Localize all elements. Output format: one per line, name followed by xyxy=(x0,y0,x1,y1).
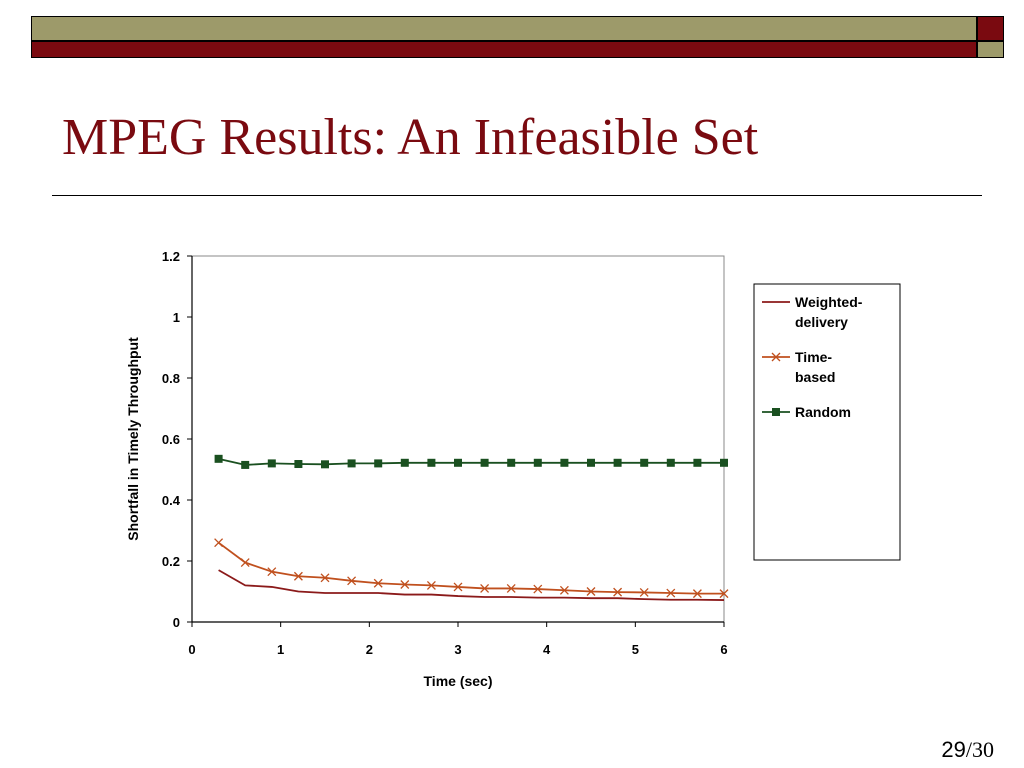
page-number: 29/30 xyxy=(941,737,994,763)
data-point xyxy=(692,589,702,599)
data-point xyxy=(427,458,436,467)
series-line xyxy=(218,541,724,595)
data-point xyxy=(613,587,623,597)
data-point xyxy=(613,458,622,467)
data-point xyxy=(453,582,463,592)
header-bar-olive xyxy=(31,16,977,41)
legend-label: Time-based xyxy=(795,349,835,385)
x-tick-label: 2 xyxy=(366,642,373,657)
data-point xyxy=(720,458,728,467)
data-point xyxy=(480,458,489,467)
series-line xyxy=(218,569,725,601)
data-point xyxy=(347,576,357,586)
legend-marker xyxy=(772,408,780,416)
data-point xyxy=(559,585,569,595)
x-tick-label: 1 xyxy=(277,642,284,657)
header-bar-red xyxy=(31,41,977,58)
data-point xyxy=(719,589,729,599)
y-tick-label: 0.2 xyxy=(162,554,180,569)
y-tick-label: 1 xyxy=(173,310,180,325)
legend-item: Time-based xyxy=(762,349,835,385)
y-tick-label: 0.4 xyxy=(162,493,181,508)
y-tick-label: 0 xyxy=(173,615,180,630)
chart-series xyxy=(214,454,729,601)
data-point xyxy=(373,578,383,588)
series-line xyxy=(218,457,724,466)
data-point xyxy=(267,567,277,577)
data-point xyxy=(347,459,356,468)
data-point xyxy=(293,571,303,581)
legend-item: Weighted-delivery xyxy=(762,294,863,330)
legend-box xyxy=(753,283,901,561)
data-point xyxy=(586,587,596,596)
header-corner-box-red xyxy=(977,16,1004,41)
series-0 xyxy=(218,569,725,601)
slide-title: MPEG Results: An Infeasible Set xyxy=(62,109,759,166)
data-point xyxy=(533,458,542,467)
page-total: /30 xyxy=(965,737,994,762)
data-point xyxy=(533,584,543,594)
series-2 xyxy=(214,454,728,469)
data-point xyxy=(214,538,224,548)
legend-item: Random xyxy=(762,404,851,420)
data-point xyxy=(241,460,250,469)
data-point xyxy=(507,458,516,467)
data-point xyxy=(480,583,490,593)
data-point xyxy=(640,458,649,467)
chart-legend: Weighted-delivery Time-based Random xyxy=(753,283,901,561)
x-tick-label: 3 xyxy=(454,642,461,657)
data-point xyxy=(506,583,516,593)
legend-marker xyxy=(771,352,781,362)
legend-label: Weighted-delivery xyxy=(795,294,863,330)
data-point xyxy=(693,458,702,467)
data-point xyxy=(374,459,383,468)
data-point xyxy=(320,573,330,583)
data-point xyxy=(321,460,329,469)
data-point xyxy=(400,458,409,467)
data-point xyxy=(294,460,303,469)
data-point xyxy=(454,458,462,467)
y-axis-label: Shortfall in Timely Throughput xyxy=(125,337,141,541)
data-point xyxy=(560,458,569,467)
data-point xyxy=(587,458,595,467)
data-point xyxy=(400,580,410,589)
data-point xyxy=(639,587,649,597)
data-point xyxy=(666,588,676,598)
legend-label: Random xyxy=(795,404,851,420)
x-tick-label: 6 xyxy=(720,642,727,657)
data-point xyxy=(240,558,250,567)
page-current: 29 xyxy=(941,737,966,762)
data-point xyxy=(666,458,675,467)
header-corner-box-olive xyxy=(977,41,1004,58)
x-tick-label: 0 xyxy=(188,642,195,657)
chart-axes: 0 0.2 0.4 0.6 0.8 1 1.2 0 1 2 3 4 5 6 xyxy=(162,249,728,657)
x-tick-label: 5 xyxy=(632,642,639,657)
y-tick-label: 0.6 xyxy=(162,432,180,447)
x-tick-label: 4 xyxy=(543,642,551,657)
data-point xyxy=(214,454,223,463)
data-point xyxy=(426,580,436,590)
title-underline xyxy=(52,195,982,196)
series-1 xyxy=(214,538,729,599)
y-tick-label: 1.2 xyxy=(162,249,180,264)
data-point xyxy=(267,459,276,468)
plot-area xyxy=(191,255,725,623)
x-axis-label: Time (sec) xyxy=(424,673,493,689)
y-tick-label: 0.8 xyxy=(162,371,180,386)
